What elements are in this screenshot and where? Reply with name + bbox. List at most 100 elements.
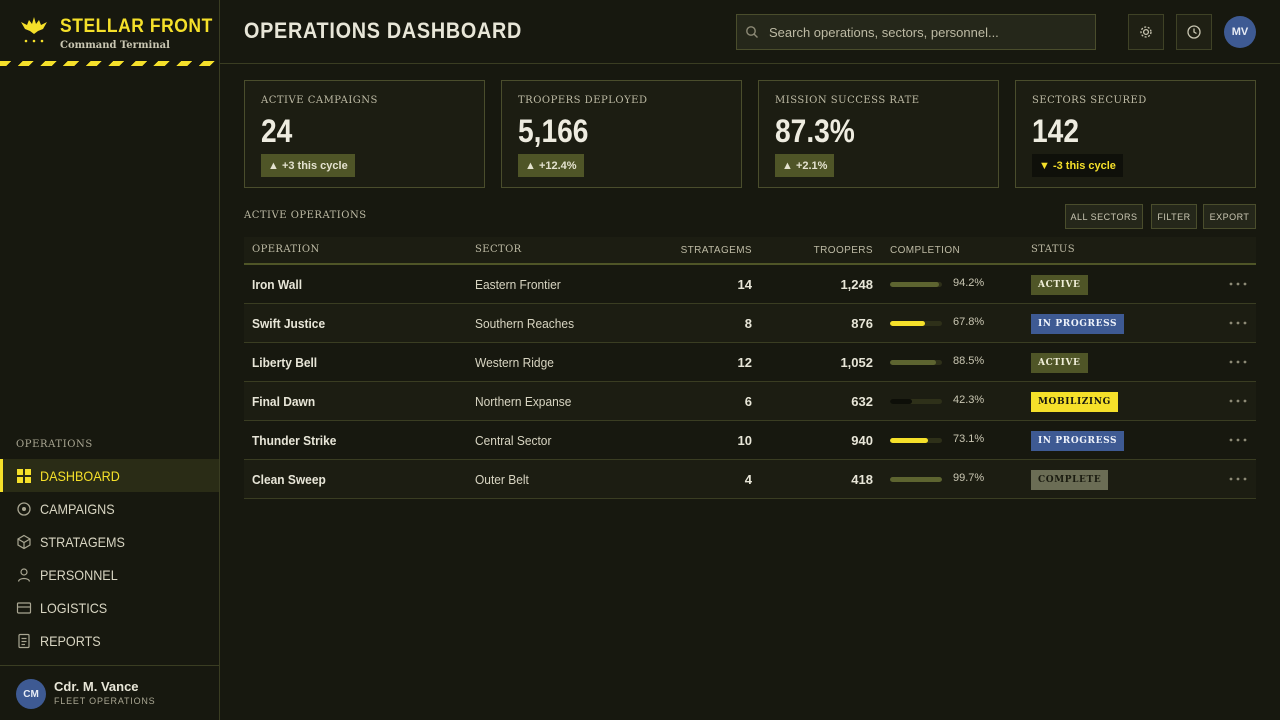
sector-name: Outer Belt bbox=[475, 472, 529, 487]
ellipsis-icon bbox=[1229, 399, 1247, 403]
filter-button[interactable]: FILTER bbox=[1151, 204, 1197, 229]
more-actions-button[interactable] bbox=[1228, 354, 1248, 370]
completion-percent: 88.5% bbox=[953, 355, 985, 367]
sidebar-item-personnel[interactable]: PERSONNEL bbox=[0, 558, 219, 591]
troopers-count: 418 bbox=[851, 472, 873, 487]
completion-percent: 99.7% bbox=[953, 472, 985, 484]
clock-icon bbox=[1187, 25, 1201, 39]
more-actions-button[interactable] bbox=[1228, 471, 1248, 487]
stratagems-count: 10 bbox=[737, 433, 752, 448]
sidebar-item-stratagems[interactable]: STRATAGEMS bbox=[0, 525, 219, 558]
export-button[interactable]: EXPORT bbox=[1203, 204, 1256, 229]
user-profile[interactable]: CM Cdr. M. Vance FLEET OPERATIONS bbox=[0, 665, 219, 720]
gear-icon bbox=[1140, 26, 1152, 38]
cube-icon bbox=[16, 534, 32, 550]
completion-bar bbox=[890, 438, 942, 443]
all-sectors-button[interactable]: ALL SECTORS bbox=[1065, 204, 1143, 229]
completion-bar bbox=[890, 282, 942, 287]
sidebar-item-campaigns[interactable]: CAMPAIGNS bbox=[0, 492, 219, 525]
table-row[interactable]: Iron Wall Eastern Frontier 14 1,248 94.2% ACT… bbox=[244, 265, 1256, 304]
search-input[interactable] bbox=[769, 24, 1089, 40]
stat-card-mission-success-rate: MISSION SUCCESS RATE 87.3% ▲ +2.1% bbox=[758, 80, 999, 188]
completion-bar-fill bbox=[890, 438, 928, 443]
table-row[interactable]: Thunder Strike Central Sector 10 940 73.1% IN… bbox=[244, 421, 1256, 460]
stat-delta: ▼ -3 this cycle bbox=[1032, 154, 1123, 177]
more-actions-button[interactable] bbox=[1228, 315, 1248, 331]
more-actions-button[interactable] bbox=[1228, 432, 1248, 448]
search-box[interactable] bbox=[736, 14, 1096, 50]
table-header: OPERATION SECTOR STRATAGEMS TROOPERS COM… bbox=[244, 237, 1256, 265]
ellipsis-icon bbox=[1229, 321, 1247, 325]
section-title: ACTIVE OPERATIONS bbox=[244, 210, 367, 221]
sidebar-item-label: CAMPAIGNS bbox=[40, 500, 115, 517]
sidebar-item-label: LOGISTICS bbox=[40, 599, 108, 616]
column-header-status[interactable]: STATUS bbox=[1031, 244, 1075, 255]
user-role: FLEET OPERATIONS bbox=[54, 696, 156, 706]
sidebar-item-label: DASHBOARD bbox=[40, 467, 120, 484]
completion-percent: 73.1% bbox=[953, 433, 985, 445]
sector-name: Eastern Frontier bbox=[475, 277, 561, 292]
sidebar-item-reports[interactable]: REPORTS bbox=[0, 624, 219, 657]
status-badge: IN PROGRESS bbox=[1031, 314, 1125, 334]
ellipsis-icon bbox=[1229, 360, 1247, 364]
stat-delta-text: +12.4% bbox=[538, 159, 577, 172]
status-badge: ACTIVE bbox=[1031, 275, 1088, 295]
table-row[interactable]: Swift Justice Southern Reaches 8 876 67.8% IN… bbox=[244, 304, 1256, 343]
sidebar-item-label: REPORTS bbox=[40, 632, 101, 649]
target-icon bbox=[16, 501, 32, 517]
status-badge: MOBILIZING bbox=[1031, 392, 1118, 412]
stat-label: TROOPERS DEPLOYED bbox=[518, 95, 648, 106]
settings-button[interactable] bbox=[1128, 14, 1164, 50]
operation-name: Thunder Strike bbox=[252, 433, 337, 448]
completion-bar bbox=[890, 321, 942, 326]
completion-bar-fill bbox=[890, 399, 912, 404]
completion-bar bbox=[890, 477, 942, 482]
triangle-up-icon: ▲ bbox=[268, 159, 282, 172]
more-actions-button[interactable] bbox=[1228, 393, 1248, 409]
column-header-stratagems[interactable]: STRATAGEMS bbox=[680, 245, 752, 256]
sector-name: Western Ridge bbox=[475, 355, 554, 370]
sidebar-item-label: PERSONNEL bbox=[40, 566, 118, 583]
column-header-sector[interactable]: SECTOR bbox=[475, 244, 522, 255]
sidebar-item-logistics[interactable]: LOGISTICS bbox=[0, 591, 219, 624]
eagle-logo-icon bbox=[21, 17, 47, 43]
grid-icon bbox=[16, 468, 32, 484]
column-header-completion[interactable]: COMPLETION bbox=[890, 245, 961, 256]
stratagems-count: 6 bbox=[744, 394, 752, 409]
table-row[interactable]: Liberty Bell Western Ridge 12 1,052 88.5% ACT… bbox=[244, 343, 1256, 382]
troopers-count: 1,052 bbox=[840, 355, 873, 370]
column-header-operation[interactable]: OPERATION bbox=[252, 244, 320, 255]
triangle-up-icon: ▲ bbox=[782, 159, 796, 172]
stat-delta: ▲ +3 this cycle bbox=[261, 154, 355, 177]
table-row[interactable]: Clean Sweep Outer Belt 4 418 99.7% COMPLETE bbox=[244, 460, 1256, 499]
hazard-stripe bbox=[0, 61, 219, 66]
more-actions-button[interactable] bbox=[1228, 276, 1248, 292]
stat-value: 5,166 bbox=[518, 113, 589, 149]
stat-delta-text: +2.1% bbox=[795, 159, 828, 172]
operation-name: Iron Wall bbox=[252, 277, 303, 292]
triangle-up-icon: ▲ bbox=[525, 159, 539, 172]
document-icon bbox=[16, 633, 32, 649]
ellipsis-icon bbox=[1229, 477, 1247, 481]
stat-label: ACTIVE CAMPAIGNS bbox=[261, 95, 378, 106]
user-name: Cdr. M. Vance bbox=[54, 679, 139, 694]
completion-bar bbox=[890, 399, 942, 404]
brand-subtitle: Command Terminal bbox=[60, 40, 170, 51]
operation-name: Swift Justice bbox=[252, 316, 326, 331]
triangle-down-icon: ▼ bbox=[1039, 159, 1053, 172]
sidebar-item-dashboard[interactable]: DASHBOARD bbox=[0, 459, 219, 492]
status-badge: COMPLETE bbox=[1031, 470, 1109, 490]
completion-bar-fill bbox=[890, 282, 939, 287]
history-button[interactable] bbox=[1176, 14, 1212, 50]
table-row[interactable]: Final Dawn Northern Expanse 6 632 42.3% MOBIL… bbox=[244, 382, 1256, 421]
stat-delta-text: +3 this cycle bbox=[281, 159, 348, 172]
avatar[interactable]: MV bbox=[1224, 16, 1256, 48]
avatar: CM bbox=[16, 679, 46, 709]
search-icon bbox=[746, 26, 758, 38]
column-header-troopers[interactable]: TROOPERS bbox=[813, 245, 873, 256]
top-bar: OPERATIONS DASHBOARD MV bbox=[220, 0, 1280, 64]
stratagems-count: 14 bbox=[737, 277, 752, 292]
nav-section-label: OPERATIONS bbox=[16, 439, 93, 450]
stat-card-troopers-deployed: TROOPERS DEPLOYED 5,166 ▲ +12.4% bbox=[501, 80, 742, 188]
operation-name: Clean Sweep bbox=[252, 472, 326, 487]
